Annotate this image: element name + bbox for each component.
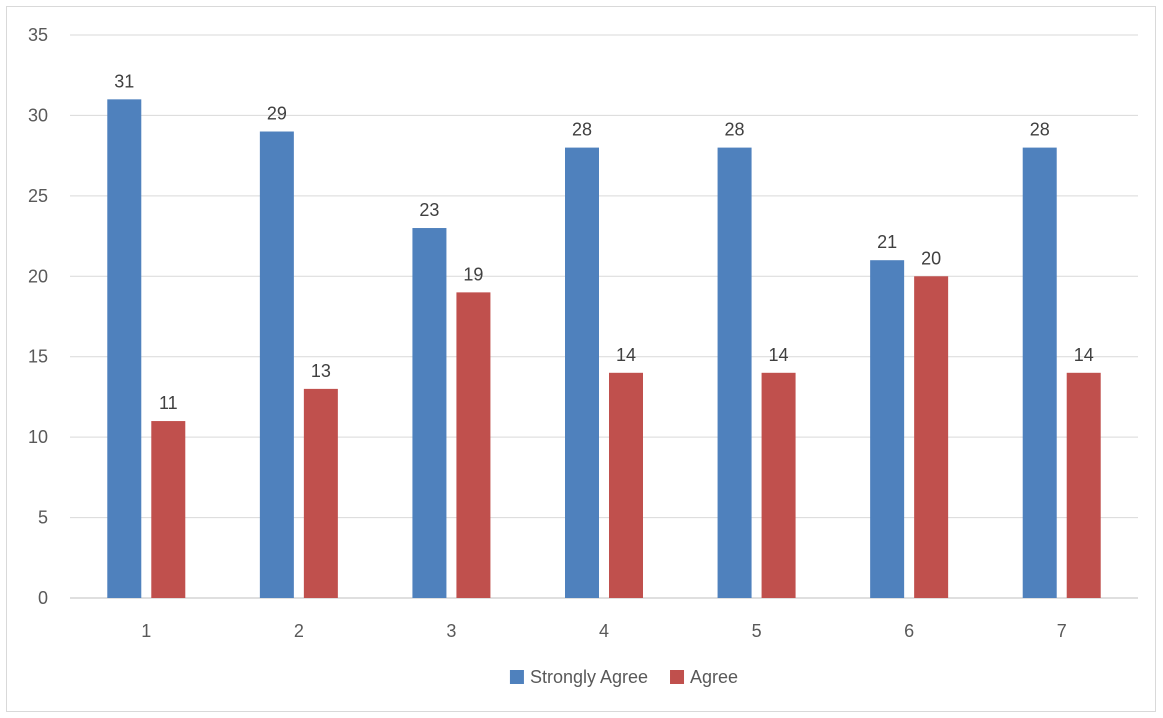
y-tick-label: 0 — [38, 588, 48, 608]
bar-strongly-agree-3 — [412, 228, 447, 598]
data-label: 28 — [725, 120, 745, 140]
x-axis-ticks: 1 2 3 4 5 6 7 — [141, 621, 1066, 641]
bar-agree-4 — [609, 372, 643, 598]
gridlines — [70, 34, 1138, 599]
bar-agree-1 — [151, 421, 186, 598]
data-label: 31 — [114, 71, 134, 91]
data-label: 29 — [267, 104, 287, 124]
data-label: 14 — [616, 345, 636, 365]
bar-agree-3 — [456, 292, 491, 598]
data-label: 20 — [921, 248, 941, 268]
y-tick-label: 20 — [28, 266, 48, 286]
bar-agree-2 — [303, 388, 338, 598]
y-tick-label: 15 — [28, 347, 48, 367]
data-label: 23 — [419, 200, 439, 220]
data-label: 13 — [311, 361, 331, 381]
y-tick-label: 5 — [38, 508, 48, 528]
legend-swatch-strongly-agree — [509, 670, 524, 684]
y-tick-label: 10 — [28, 427, 48, 447]
y-tick-label: 25 — [28, 186, 48, 206]
y-tick-label: 35 — [28, 25, 48, 45]
bar-agree-5 — [761, 372, 796, 598]
bar-strongly-agree-5 — [717, 147, 752, 598]
bar-agree-7 — [1066, 372, 1101, 598]
data-label: 11 — [159, 393, 178, 413]
x-tick-label: 4 — [599, 621, 609, 641]
bar-strongly-agree-7 — [1022, 147, 1057, 598]
x-tick-label: 7 — [1057, 621, 1067, 641]
legend-label: Strongly Agree — [530, 667, 648, 687]
legend-label: Agree — [690, 667, 738, 687]
legend-swatch-agree — [670, 670, 685, 684]
legend: Strongly Agree Agree — [509, 667, 738, 687]
x-tick-label: 6 — [904, 621, 914, 641]
bars — [107, 99, 1101, 598]
bar-strongly-agree-1 — [107, 99, 142, 598]
data-label: 14 — [769, 345, 789, 365]
data-label: 28 — [572, 120, 592, 140]
bar-strongly-agree-4 — [565, 147, 599, 598]
data-label: 28 — [1030, 120, 1050, 140]
data-labels: 31 11 29 13 23 19 28 14 28 14 21 20 28 14 — [114, 71, 1093, 413]
x-tick-label: 1 — [141, 621, 151, 641]
x-tick-label: 5 — [752, 621, 762, 641]
bar-agree-6 — [914, 276, 949, 598]
bar-strongly-agree-2 — [259, 131, 294, 598]
data-label: 19 — [463, 264, 483, 284]
data-label: 14 — [1074, 345, 1094, 365]
x-tick-label: 3 — [446, 621, 456, 641]
y-axis-ticks: 0 5 10 15 20 25 30 35 — [28, 25, 48, 608]
y-tick-label: 30 — [28, 105, 48, 125]
bar-strongly-agree-6 — [870, 260, 905, 598]
data-label: 21 — [877, 232, 897, 252]
x-tick-label: 2 — [294, 621, 304, 641]
